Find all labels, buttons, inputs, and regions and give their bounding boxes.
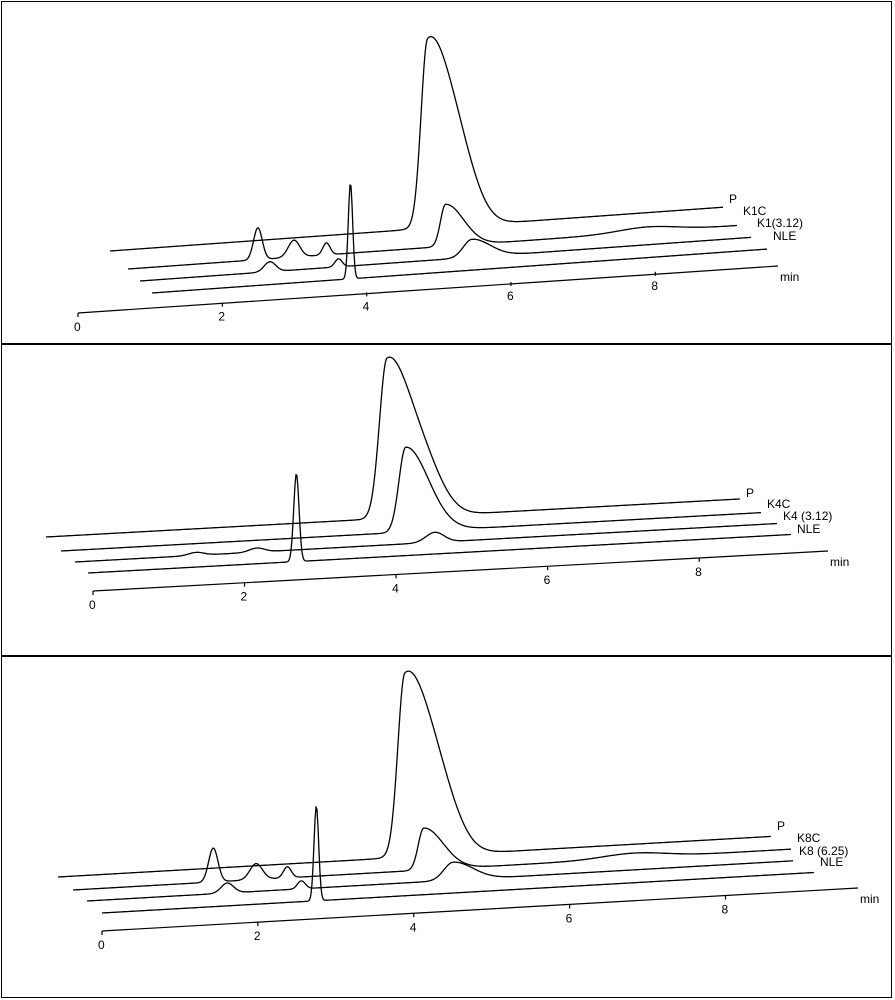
- trace-2: [72, 827, 792, 891]
- x-tick-label: 8: [722, 903, 729, 917]
- x-tick-label: 2: [254, 929, 261, 943]
- trace-1: [57, 670, 772, 878]
- x-axis-line: [92, 550, 829, 592]
- trace-4: [151, 184, 768, 294]
- x-axis-line: [101, 887, 859, 932]
- series-label: K8 (6.25): [799, 844, 848, 858]
- series-label: K1(3.12): [757, 216, 803, 230]
- series-label: K4 (3.12): [783, 509, 832, 523]
- series-label: NLE: [820, 855, 843, 869]
- series-label: K1C: [743, 204, 767, 218]
- trace-1: [109, 35, 724, 252]
- series-label: K8C: [797, 831, 821, 845]
- series-label: P: [746, 486, 754, 500]
- series-label: P: [729, 192, 737, 206]
- x-tick-label: 6: [544, 573, 551, 587]
- trace-3: [86, 860, 794, 902]
- chromatogram-panel-3: 0 2 4 6 8 min P K8C K8 (6.25) NLE: [1, 656, 892, 998]
- x-tick-label: 4: [410, 920, 417, 934]
- x-axis-line: [77, 265, 779, 314]
- series-label: K4C: [767, 497, 791, 511]
- x-axis-title: min: [830, 555, 849, 569]
- chromatogram-panel-1: 0 2 4 6 8 min P K1C K1(3.12) NLE: [1, 1, 892, 344]
- trace-4: [87, 473, 791, 574]
- x-tick-label: 2: [241, 590, 248, 604]
- x-tick-label: 0: [74, 320, 81, 334]
- x-tick-label: 6: [507, 289, 514, 303]
- chromatogram-panel-2: 0 2 4 6 8 min P K4C K4 (3.12) NLE: [1, 344, 892, 656]
- x-tick-label: 4: [392, 581, 399, 595]
- trace-3: [74, 522, 778, 563]
- trace-2: [60, 446, 762, 552]
- x-tick-label: 6: [566, 911, 573, 925]
- x-tick-label: 8: [651, 279, 658, 293]
- x-axis-title: min: [860, 892, 879, 906]
- trace-3: [139, 236, 751, 282]
- x-axis-title: min: [780, 270, 799, 284]
- x-tick-label: 2: [218, 310, 225, 324]
- x-tick-label: 0: [89, 598, 96, 612]
- trace-1: [45, 356, 740, 538]
- trace-4: [101, 806, 814, 914]
- series-label: NLE: [797, 522, 820, 536]
- x-tick-label: 4: [363, 299, 370, 313]
- trace-2: [127, 203, 737, 270]
- series-label: NLE: [773, 229, 796, 243]
- x-tick-label: 8: [695, 565, 702, 579]
- series-label: P: [777, 819, 785, 833]
- x-tick-label: 0: [98, 938, 105, 952]
